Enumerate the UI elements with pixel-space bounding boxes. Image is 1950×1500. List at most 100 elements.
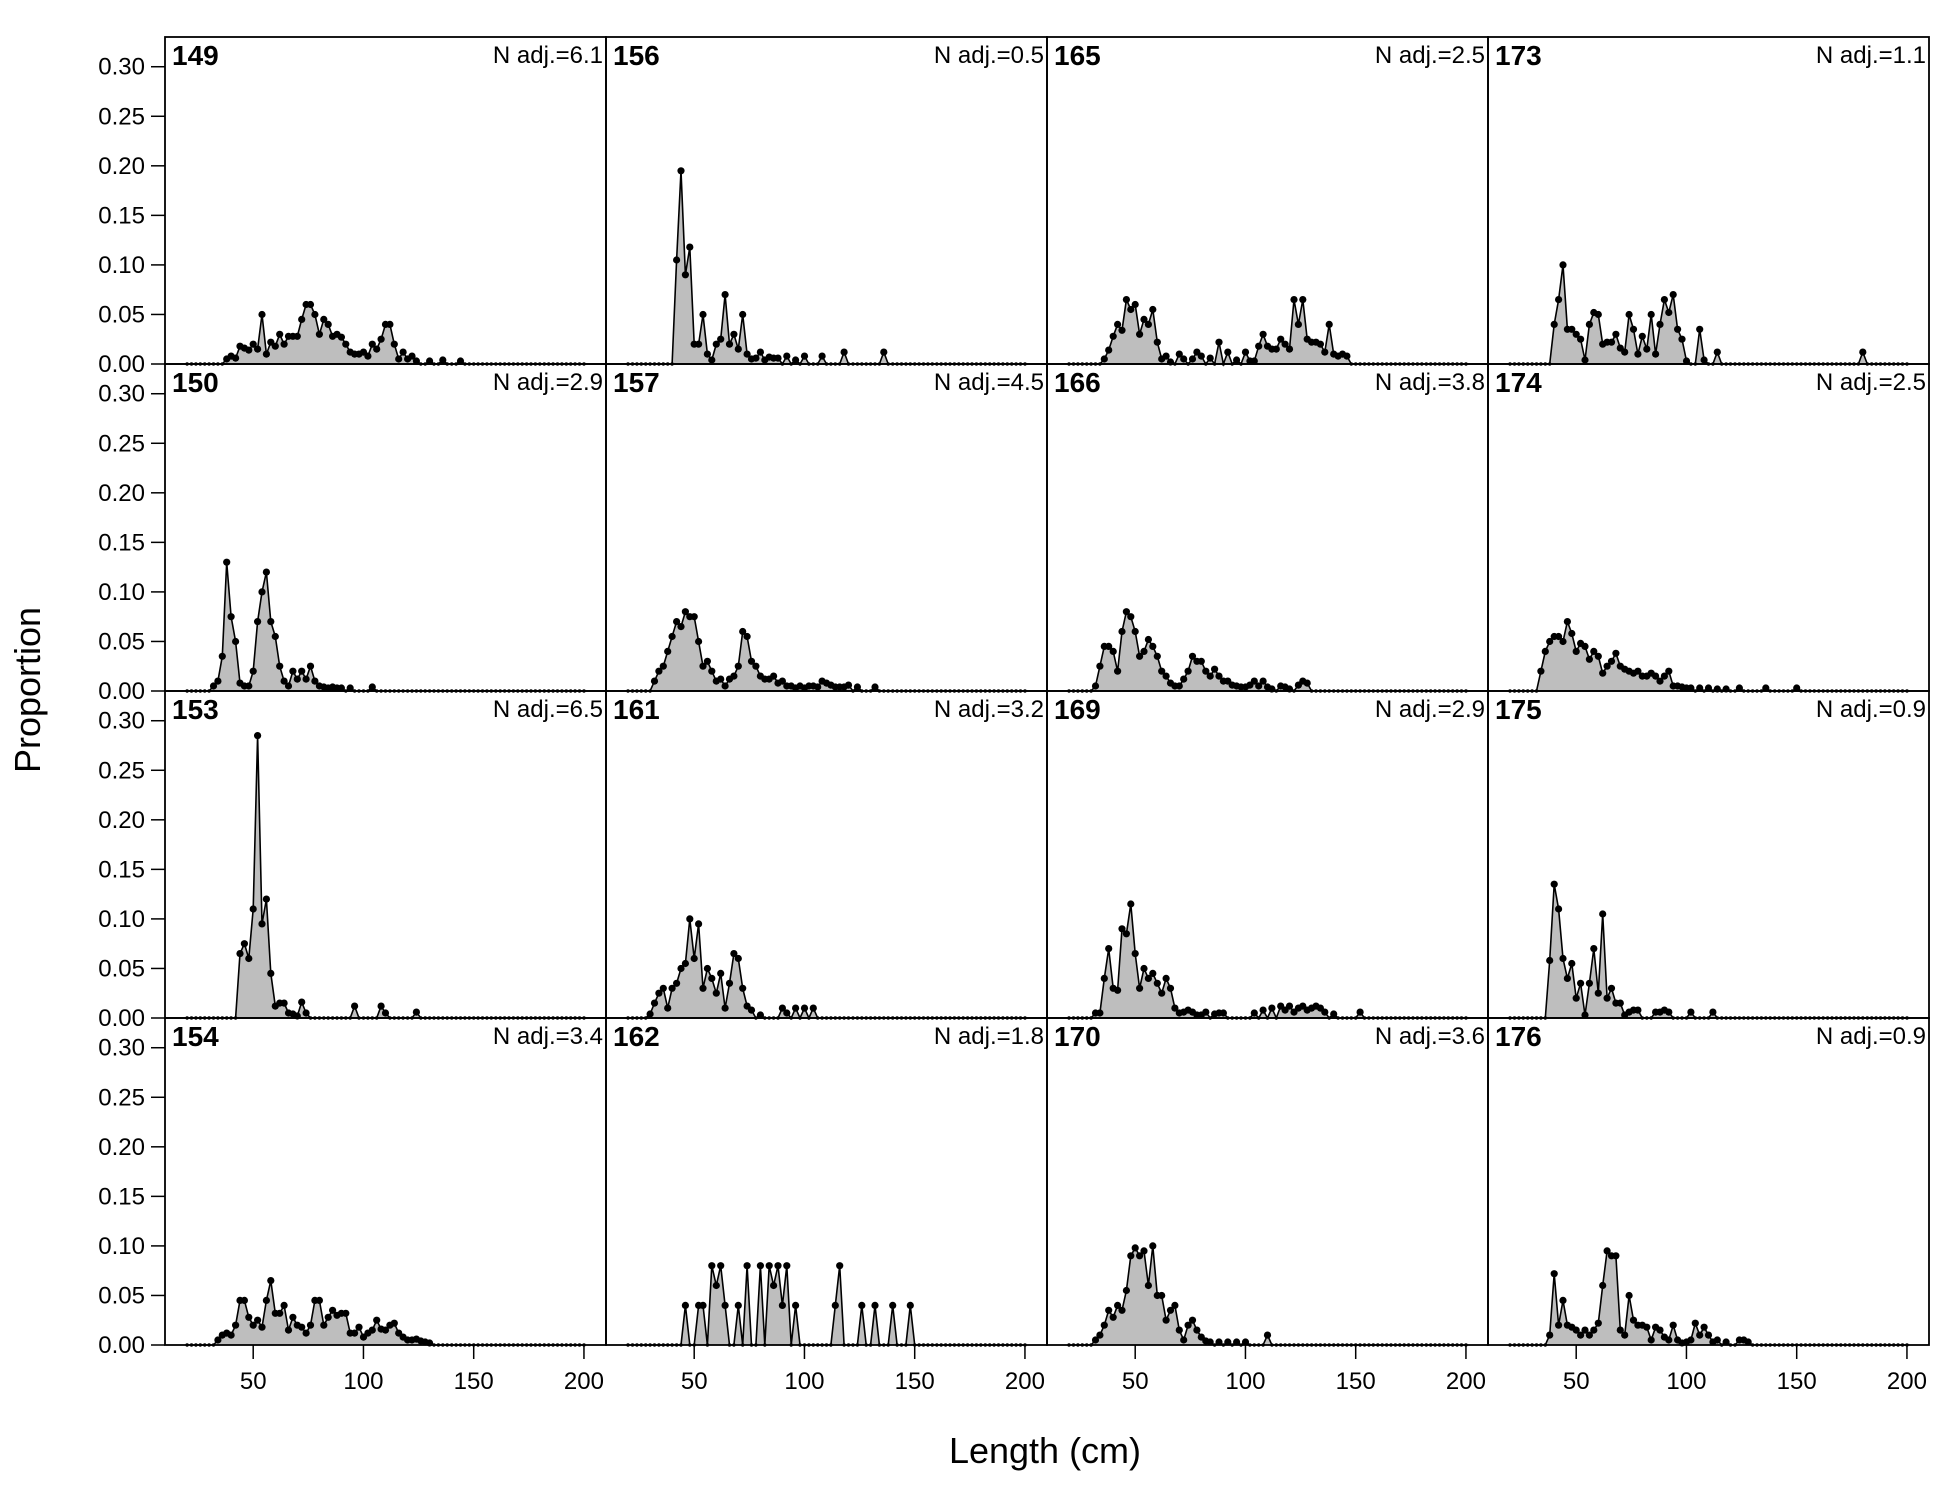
- data-point: [734, 662, 742, 670]
- data-point: [1687, 1336, 1695, 1344]
- data-point: [1665, 308, 1673, 317]
- data-point: [214, 677, 222, 685]
- data-point: [1590, 1326, 1598, 1334]
- data-point: [734, 1301, 742, 1309]
- data-point: [695, 920, 703, 928]
- x-tick-label: 200: [1446, 1368, 1486, 1395]
- data-point: [351, 1329, 359, 1337]
- data-point: [664, 1004, 672, 1012]
- data-point: [831, 1301, 839, 1309]
- data-point: [1105, 945, 1113, 953]
- data-point: [1722, 1338, 1730, 1346]
- data-point: [695, 637, 703, 646]
- panel-149: 149 N adj.=6.1: [164, 36, 607, 366]
- x-tick-label: 100: [784, 1368, 824, 1395]
- data-point: [889, 1301, 897, 1309]
- y-tick-label: 0.10: [98, 1233, 145, 1260]
- data-point: [1713, 1336, 1721, 1344]
- n-adj-label: N adj.=2.9: [1375, 696, 1485, 723]
- data-point: [1577, 1331, 1585, 1339]
- y-tick-label: 0.00: [98, 1332, 145, 1359]
- data-point: [1100, 974, 1108, 983]
- data-point: [681, 1301, 690, 1309]
- panel-frame: [1046, 690, 1489, 1019]
- data-point: [289, 667, 297, 675]
- data-point: [1109, 1313, 1117, 1321]
- data-point: [1294, 320, 1302, 328]
- data-point: [1122, 930, 1130, 938]
- y-tick-label: 0.00: [98, 678, 145, 705]
- data-point: [1704, 1331, 1713, 1339]
- data-point: [1105, 642, 1113, 651]
- data-point: [245, 954, 253, 963]
- data-point: [412, 357, 420, 365]
- data-point: [650, 677, 659, 685]
- panel-173: 173 N adj.=1.1: [1487, 36, 1930, 366]
- x-tick-label: 150: [454, 1368, 494, 1395]
- data-point: [1612, 1252, 1620, 1260]
- data-point: [756, 1262, 765, 1270]
- data-point: [1568, 629, 1576, 638]
- data-point: [262, 895, 270, 903]
- data-point: [880, 348, 888, 356]
- data-point: [1224, 348, 1232, 356]
- data-point: [1118, 1306, 1126, 1314]
- data-point: [320, 315, 328, 323]
- data-point: [699, 1301, 707, 1309]
- data-point: [245, 682, 253, 690]
- panel-label: 162: [613, 1021, 660, 1052]
- y-tick-label: 0.25: [98, 1084, 145, 1111]
- data-point: [1122, 1286, 1130, 1295]
- data-point: [280, 999, 288, 1007]
- data-point: [1590, 945, 1598, 953]
- n-adj-label: N adj.=0.5: [934, 42, 1044, 69]
- data-point: [1206, 354, 1214, 362]
- data-point: [262, 350, 270, 358]
- data-point: [1590, 647, 1598, 656]
- data-point: [1180, 355, 1188, 363]
- data-point: [774, 1262, 782, 1270]
- data-point: [1603, 994, 1611, 1002]
- data-point: [1665, 1008, 1673, 1016]
- data-point: [1118, 627, 1126, 636]
- data-point: [1678, 335, 1686, 343]
- n-adj-label: N adj.=3.4: [493, 1023, 603, 1050]
- data-point: [743, 350, 751, 358]
- data-point: [298, 667, 306, 675]
- n-adj-label: N adj.=2.9: [493, 369, 603, 396]
- data-point: [1211, 665, 1219, 673]
- panel-161: 161 N adj.=3.2: [605, 690, 1048, 1020]
- data-point: [1171, 1301, 1179, 1309]
- panel-label: 156: [613, 40, 660, 71]
- data-point: [664, 647, 672, 656]
- data-point: [1594, 989, 1602, 997]
- data-point: [712, 1281, 720, 1290]
- panel-label: 176: [1495, 1021, 1542, 1052]
- data-point: [1202, 667, 1210, 675]
- data-point: [209, 682, 218, 690]
- x-tick-label: 50: [1122, 1368, 1149, 1395]
- data-point: [906, 1301, 914, 1309]
- data-point: [1219, 1009, 1227, 1017]
- data-point: [1643, 1323, 1651, 1331]
- data-point: [1550, 880, 1558, 888]
- data-point: [1144, 1281, 1152, 1290]
- data-point: [1215, 338, 1223, 346]
- data-point: [756, 1011, 765, 1019]
- panel-frame: [1487, 1017, 1930, 1346]
- panel-label: 150: [172, 367, 219, 398]
- y-tick-label: 0.20: [98, 807, 145, 834]
- data-point: [1268, 1004, 1276, 1012]
- x-tick-label: 100: [343, 1368, 383, 1395]
- data-point: [1250, 357, 1258, 365]
- data-point: [1625, 310, 1633, 319]
- data-point: [770, 1281, 778, 1290]
- data-point: [1652, 672, 1660, 680]
- data-point: [756, 348, 765, 356]
- data-point: [337, 684, 345, 692]
- data-point: [1153, 652, 1161, 660]
- data-point: [223, 558, 231, 566]
- data-point: [708, 1262, 716, 1270]
- data-point: [1158, 1291, 1166, 1300]
- data-point: [739, 984, 747, 992]
